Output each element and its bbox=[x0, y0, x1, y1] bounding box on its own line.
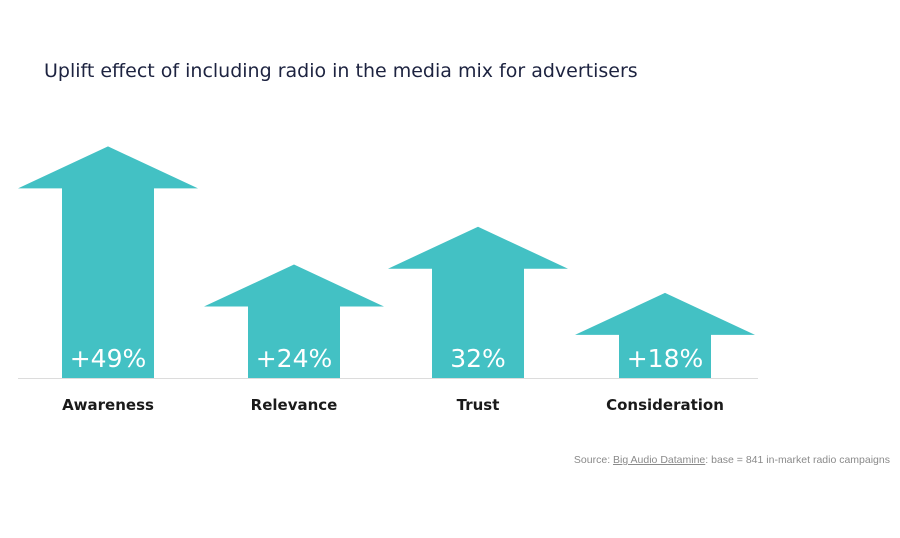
category-label-awareness: Awareness bbox=[62, 396, 154, 414]
arrow-consideration bbox=[575, 292, 755, 378]
value-label-consideration: +18% bbox=[627, 344, 704, 373]
source-link[interactable]: Big Audio Datamine bbox=[613, 454, 706, 466]
value-labels: +49% +24% 32% +18% bbox=[70, 344, 704, 373]
category-label-trust: Trust bbox=[457, 396, 500, 414]
category-label-relevance: Relevance bbox=[251, 396, 338, 414]
value-label-trust: 32% bbox=[450, 344, 506, 373]
arrow-awareness bbox=[18, 146, 198, 378]
arrow-trust bbox=[388, 226, 568, 378]
source-suffix: : base = 841 in-market radio campaigns bbox=[705, 454, 890, 466]
chart-title: Uplift effect of including radio in the … bbox=[44, 60, 638, 82]
arrow-marks bbox=[18, 146, 755, 378]
category-labels: Awareness Relevance Trust Consideration bbox=[62, 396, 724, 414]
source-prefix: Source: bbox=[573, 454, 614, 466]
value-label-awareness: +49% bbox=[70, 344, 147, 373]
category-label-consideration: Consideration bbox=[606, 396, 724, 414]
source-note: Source: Big Audio Datamine: base = 841 i… bbox=[574, 454, 890, 466]
arrow-relevance bbox=[204, 264, 384, 378]
value-label-relevance: +24% bbox=[256, 344, 333, 373]
